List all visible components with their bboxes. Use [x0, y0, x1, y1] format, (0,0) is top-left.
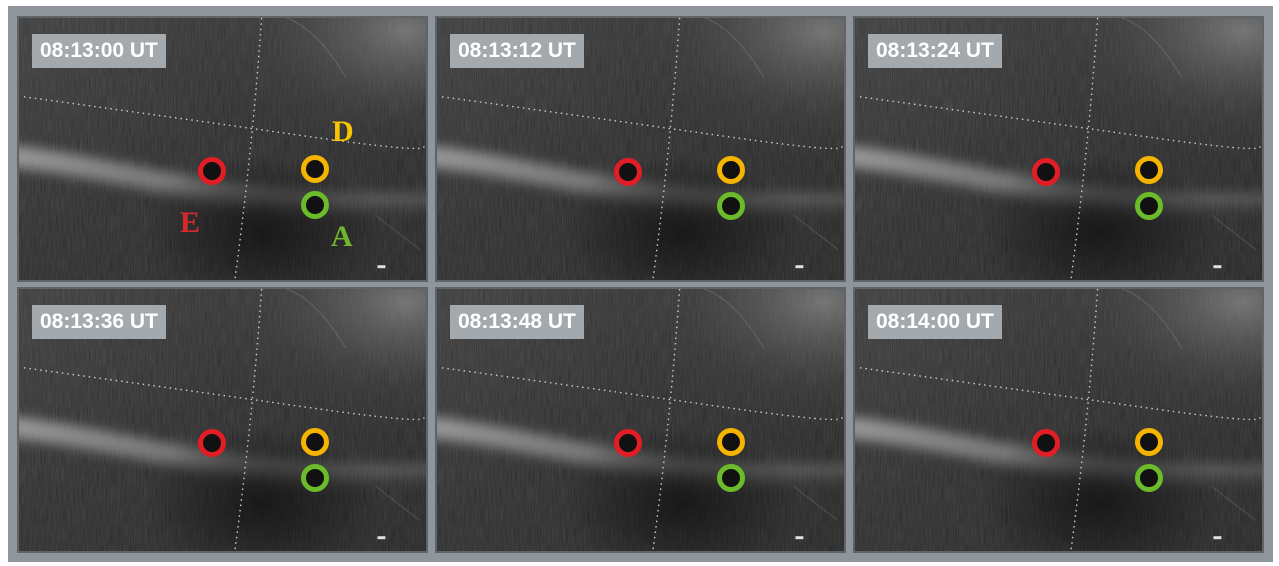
station-a-marker: [1135, 192, 1163, 220]
station-d-marker: [301, 428, 329, 456]
station-d-marker: [717, 156, 745, 184]
station-d-label: D: [332, 115, 354, 148]
timestamp-label: 08:13:36 UT: [32, 305, 166, 339]
aurora-panel-5: 08:13:48 UT: [435, 287, 846, 553]
station-d-marker: [1135, 428, 1163, 456]
aurora-panel-2: 08:13:12 UT: [435, 16, 846, 282]
station-d-marker: [301, 155, 329, 183]
timestamp-label: 08:13:48 UT: [450, 305, 584, 339]
station-a-label: A: [331, 220, 353, 253]
station-e-marker: [198, 157, 226, 185]
aurora-panel-3: 08:13:24 UT: [853, 16, 1264, 282]
aurora-panel-4: 08:13:36 UT: [17, 287, 428, 553]
aurora-panel-6: 08:14:00 UT: [853, 287, 1264, 553]
timestamp-label: 08:13:24 UT: [868, 34, 1002, 68]
station-e-marker: [1032, 158, 1060, 186]
station-a-marker: [717, 192, 745, 220]
station-e-marker: [614, 429, 642, 457]
aurora-image-grid: 08:13:00 UT D E A 08:13:12 UT 08:13:24 U…: [8, 6, 1273, 562]
timestamp-label: 08:13:12 UT: [450, 34, 584, 68]
aurora-panel-1: 08:13:00 UT D E A: [17, 16, 428, 282]
station-e-label: E: [180, 206, 201, 239]
station-d-marker: [717, 428, 745, 456]
station-a-marker: [301, 464, 329, 492]
station-a-marker: [1135, 464, 1163, 492]
station-e-marker: [1032, 429, 1060, 457]
station-a-marker: [717, 464, 745, 492]
timestamp-label: 08:13:00 UT: [32, 34, 166, 68]
station-a-marker: [301, 191, 329, 219]
timestamp-label: 08:14:00 UT: [868, 305, 1002, 339]
station-d-marker: [1135, 156, 1163, 184]
station-e-marker: [614, 158, 642, 186]
station-e-marker: [198, 429, 226, 457]
